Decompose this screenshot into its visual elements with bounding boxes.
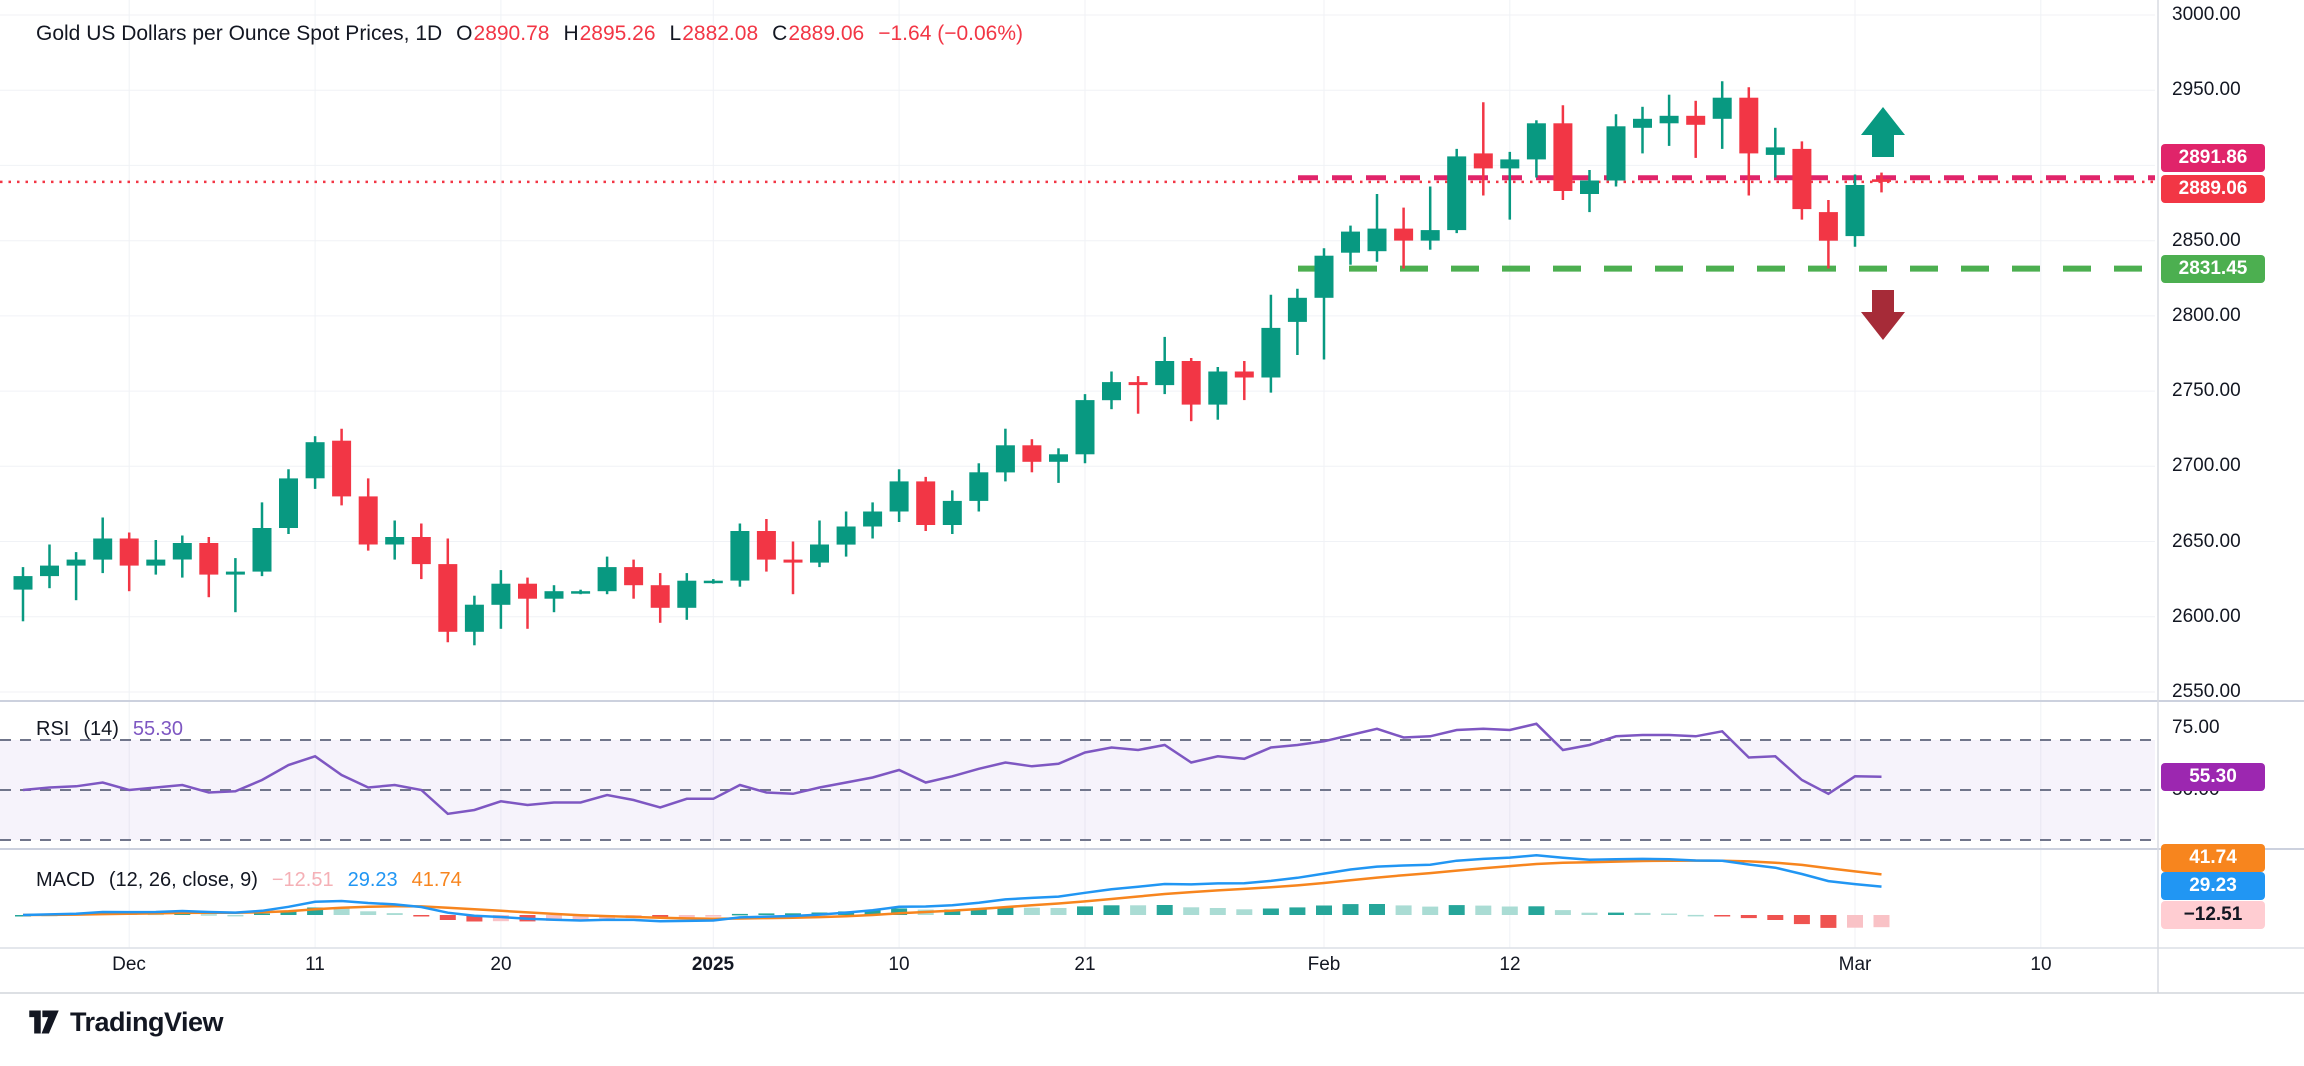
price-tick-label: 2550.00	[2172, 681, 2241, 702]
macd-value: 29.23	[347, 869, 398, 891]
ohlc-low: L 2882.08	[669, 22, 759, 45]
price-tick-label: 3000.00	[2172, 4, 2241, 25]
tradingview-logo-icon	[29, 1010, 59, 1034]
macd-signal-value: 41.74	[411, 869, 462, 891]
tradingview-logo[interactable]: TradingView	[26, 1004, 224, 1040]
time-tick-label: 2025	[691, 954, 735, 975]
tradingview-brand-text: TradingView	[70, 1006, 224, 1037]
macd-hist-value: −12.51	[271, 869, 334, 891]
time-tick-label: Dec	[112, 954, 146, 975]
rsi-value-badge: 55.30	[2161, 763, 2265, 791]
rsi-tick-label: 75.00	[2172, 717, 2220, 738]
price-tick-label: 2700.00	[2172, 455, 2241, 476]
macd-params: (12, 26, close, 9)	[108, 869, 258, 891]
price-tick-label: 2850.00	[2172, 230, 2241, 251]
price-tick-label: 2750.00	[2172, 380, 2241, 401]
macd-name: MACD	[36, 869, 95, 891]
candles[interactable]	[13, 81, 1892, 646]
rsi-legend[interactable]: RSI (14) 55.30	[36, 718, 183, 741]
macd-histogram	[15, 904, 1890, 928]
symbol-legend[interactable]: Gold US Dollars per Ounce Spot Prices, 1…	[36, 22, 1023, 46]
macd-value-badge: 29.23	[2161, 872, 2265, 900]
rsi-value: 55.30	[132, 718, 183, 740]
ohlc-high: H 2895.26	[563, 22, 656, 45]
symbol-title: Gold US Dollars per Ounce Spot Prices, 1…	[36, 22, 443, 45]
time-tick-label: Feb	[1307, 954, 1341, 975]
price-tick-label: 2950.00	[2172, 79, 2241, 100]
time-tick-label: 10	[2030, 954, 2052, 975]
price-tick-label: 2800.00	[2172, 305, 2241, 326]
grid-lines	[0, 0, 2155, 948]
price-change: −1.64 (−0.06%)	[878, 22, 1023, 45]
ohlc-open: O 2890.78	[456, 22, 550, 45]
time-tick-label: Mar	[1838, 954, 1872, 975]
time-tick-label: 11	[305, 954, 325, 975]
macd-signal-line	[22, 859, 1882, 921]
time-tick-label: 20	[490, 954, 512, 975]
price-level-badge: 2831.45	[2161, 255, 2265, 283]
ohlc-close: C 2889.06	[772, 22, 865, 45]
arrow-up-icon[interactable]	[1861, 107, 1905, 157]
macd-value-badge: −12.51	[2161, 901, 2265, 929]
time-tick-label: 12	[1499, 954, 1521, 975]
price-level-badge: 2891.86	[2161, 144, 2265, 172]
price-level-badge: 2889.06	[2161, 175, 2265, 203]
macd-line	[22, 854, 1882, 923]
time-tick-label: 21	[1074, 954, 1096, 975]
candlestick-chart[interactable]	[0, 0, 2304, 994]
price-tick-label: 2650.00	[2172, 531, 2241, 552]
macd-value-badge: 41.74	[2161, 844, 2265, 872]
price-tick-label: 2600.00	[2172, 606, 2241, 627]
macd-legend[interactable]: MACD (12, 26, close, 9) −12.51 29.23 41.…	[36, 869, 462, 892]
arrow-down-icon[interactable]	[1861, 290, 1905, 340]
rsi-line[interactable]	[22, 722, 1882, 816]
time-tick-label: 10	[888, 954, 910, 975]
rsi-params: (14)	[83, 718, 119, 740]
pane-separators[interactable]	[0, 0, 2304, 994]
rsi-name: RSI	[36, 718, 70, 740]
